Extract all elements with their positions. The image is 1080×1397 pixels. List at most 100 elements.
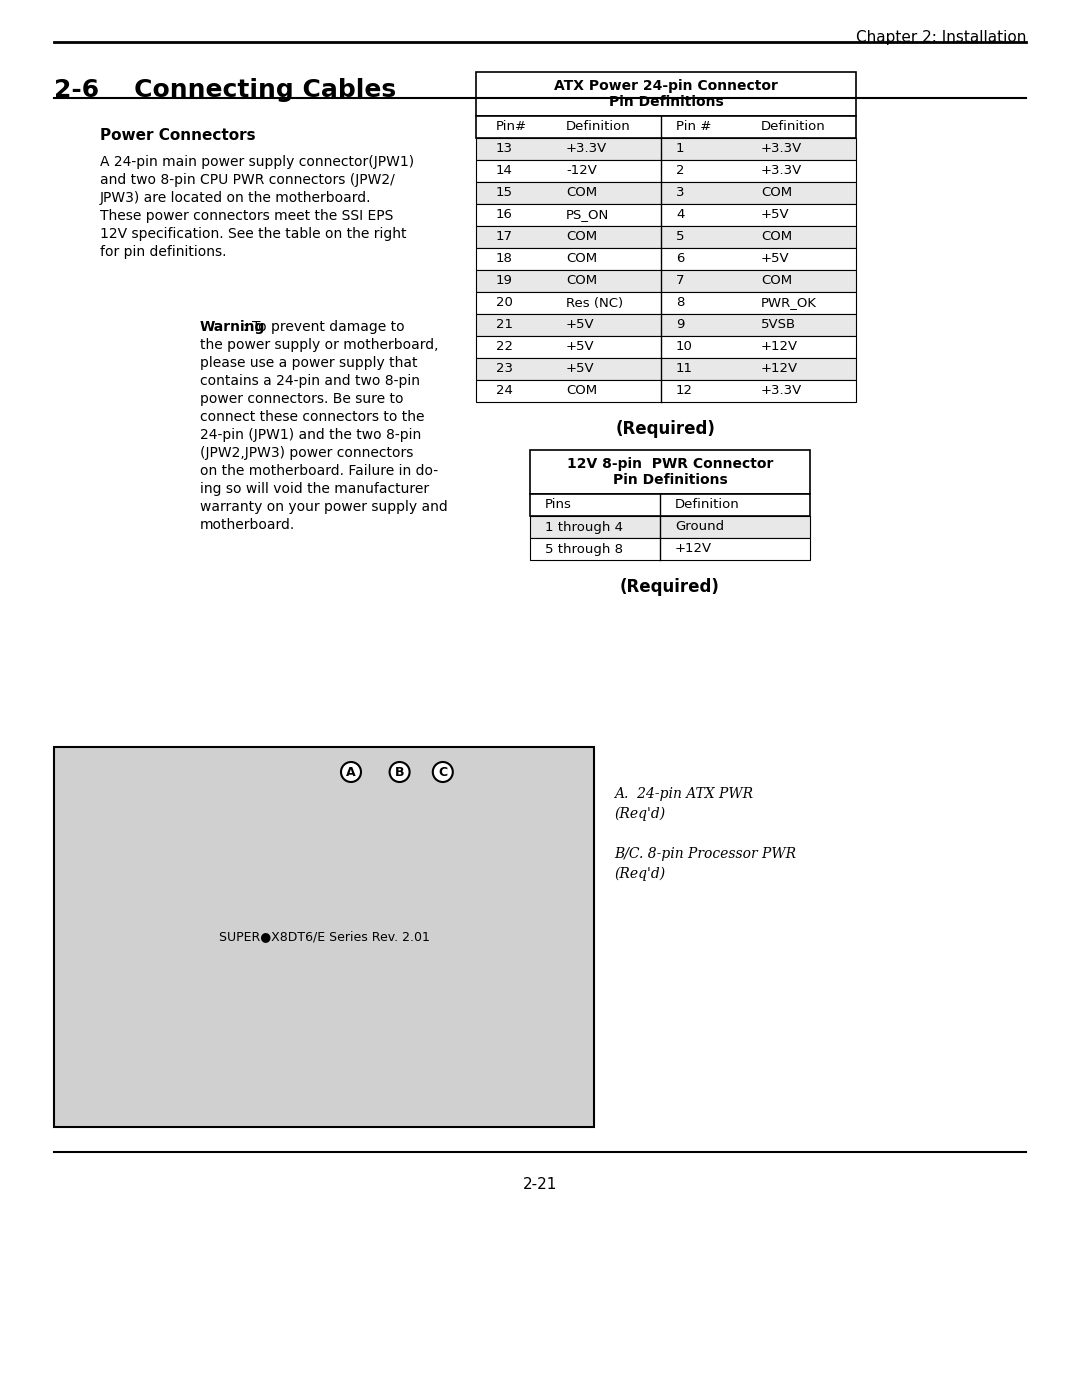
Text: PS_ON: PS_ON <box>566 208 609 222</box>
Text: power connectors. Be sure to: power connectors. Be sure to <box>200 393 404 407</box>
Bar <box>476 204 856 226</box>
Bar <box>530 538 810 560</box>
Bar <box>476 116 856 138</box>
Text: 2-21: 2-21 <box>523 1178 557 1192</box>
Text: connect these connectors to the: connect these connectors to the <box>200 409 424 425</box>
Text: Definition: Definition <box>675 499 740 511</box>
Text: PWR_OK: PWR_OK <box>761 296 816 310</box>
Text: +5V: +5V <box>761 253 789 265</box>
Text: B: B <box>395 766 404 778</box>
Text: 17: 17 <box>496 231 513 243</box>
Bar <box>476 270 856 292</box>
Text: These power connectors meet the SSI EPS: These power connectors meet the SSI EPS <box>100 210 393 224</box>
Text: Pins: Pins <box>545 499 572 511</box>
Text: the power supply or motherboard,: the power supply or motherboard, <box>200 338 438 352</box>
Text: +3.3V: +3.3V <box>761 384 802 398</box>
Text: 5VSB: 5VSB <box>761 319 796 331</box>
Text: please use a power supply that: please use a power supply that <box>200 356 418 370</box>
Text: 22: 22 <box>496 341 513 353</box>
Bar <box>530 450 810 495</box>
Text: and two 8-pin CPU PWR connectors (JPW2/: and two 8-pin CPU PWR connectors (JPW2/ <box>100 173 395 187</box>
Text: ATX Power 24-pin Connector
Pin Definitions: ATX Power 24-pin Connector Pin Definitio… <box>554 78 778 109</box>
Text: C: C <box>438 766 447 778</box>
Text: 12: 12 <box>676 384 693 398</box>
Text: +5V: +5V <box>761 208 789 222</box>
Text: COM: COM <box>761 231 792 243</box>
Text: 9: 9 <box>676 319 685 331</box>
Bar <box>476 337 856 358</box>
Text: 18: 18 <box>496 253 513 265</box>
Text: Ground: Ground <box>675 521 724 534</box>
Text: +12V: +12V <box>675 542 712 556</box>
Text: COM: COM <box>761 187 792 200</box>
Text: 5 through 8: 5 through 8 <box>545 542 623 556</box>
Bar <box>476 226 856 249</box>
Text: COM: COM <box>566 253 597 265</box>
Text: COM: COM <box>566 187 597 200</box>
Text: 20: 20 <box>496 296 513 310</box>
Text: B/C. 8-pin Processor PWR: B/C. 8-pin Processor PWR <box>615 847 796 861</box>
Text: for pin definitions.: for pin definitions. <box>100 244 227 258</box>
Text: 21: 21 <box>496 319 513 331</box>
Text: : To prevent damage to: : To prevent damage to <box>243 320 405 334</box>
Text: Definition: Definition <box>566 120 631 134</box>
Text: (Req'd): (Req'd) <box>615 868 665 882</box>
Text: 2: 2 <box>676 165 685 177</box>
Text: A 24-pin main power supply connector(JPW1): A 24-pin main power supply connector(JPW… <box>100 155 414 169</box>
Text: +12V: +12V <box>761 362 798 376</box>
Text: 11: 11 <box>676 362 693 376</box>
Text: (Required): (Required) <box>616 420 716 439</box>
Circle shape <box>341 761 361 782</box>
Bar <box>476 138 856 161</box>
Bar <box>476 182 856 204</box>
Text: 24-pin (JPW1) and the two 8-pin: 24-pin (JPW1) and the two 8-pin <box>200 427 421 441</box>
Bar <box>476 292 856 314</box>
Text: warranty on your power supply and: warranty on your power supply and <box>200 500 448 514</box>
Text: 24: 24 <box>496 384 513 398</box>
Text: Res (NC): Res (NC) <box>566 296 623 310</box>
Text: Definition: Definition <box>761 120 826 134</box>
Bar <box>476 314 856 337</box>
Text: A: A <box>347 766 355 778</box>
Bar <box>476 358 856 380</box>
Text: A.  24-pin ATX PWR: A. 24-pin ATX PWR <box>615 787 753 800</box>
Text: +3.3V: +3.3V <box>761 165 802 177</box>
Text: 19: 19 <box>496 274 513 288</box>
Text: (Required): (Required) <box>620 578 720 597</box>
Text: 4: 4 <box>676 208 685 222</box>
Text: -12V: -12V <box>566 165 597 177</box>
Text: Power Connectors: Power Connectors <box>100 129 256 142</box>
Circle shape <box>390 761 409 782</box>
Text: +12V: +12V <box>761 341 798 353</box>
Bar <box>54 747 594 1127</box>
Text: 14: 14 <box>496 165 513 177</box>
Circle shape <box>433 761 453 782</box>
Text: 12V 8-pin  PWR Connector
Pin Definitions: 12V 8-pin PWR Connector Pin Definitions <box>567 457 773 488</box>
Text: Pin #: Pin # <box>676 120 712 134</box>
Text: COM: COM <box>566 274 597 288</box>
Text: (Req'd): (Req'd) <box>615 807 665 821</box>
Text: 12V specification. See the table on the right: 12V specification. See the table on the … <box>100 226 406 242</box>
Text: Chapter 2: Installation: Chapter 2: Installation <box>855 29 1026 45</box>
Text: 5: 5 <box>676 231 685 243</box>
Bar <box>476 249 856 270</box>
Text: +5V: +5V <box>566 362 595 376</box>
Text: ing so will void the manufacturer: ing so will void the manufacturer <box>200 482 429 496</box>
Text: 15: 15 <box>496 187 513 200</box>
Bar <box>476 380 856 402</box>
Text: COM: COM <box>566 384 597 398</box>
Bar <box>476 161 856 182</box>
Text: on the motherboard. Failure in do-: on the motherboard. Failure in do- <box>200 464 438 478</box>
Text: SUPER●X8DT6/E Series Rev. 2.01: SUPER●X8DT6/E Series Rev. 2.01 <box>218 930 430 943</box>
Text: contains a 24-pin and two 8-pin: contains a 24-pin and two 8-pin <box>200 374 420 388</box>
Text: 3: 3 <box>676 187 685 200</box>
Text: COM: COM <box>566 231 597 243</box>
Text: 8: 8 <box>676 296 685 310</box>
Text: +5V: +5V <box>566 319 595 331</box>
Text: Warning: Warning <box>200 320 266 334</box>
Text: 6: 6 <box>676 253 685 265</box>
Text: 13: 13 <box>496 142 513 155</box>
Text: Pin#: Pin# <box>496 120 527 134</box>
Text: +3.3V: +3.3V <box>566 142 607 155</box>
Text: JPW3) are located on the motherboard.: JPW3) are located on the motherboard. <box>100 191 372 205</box>
